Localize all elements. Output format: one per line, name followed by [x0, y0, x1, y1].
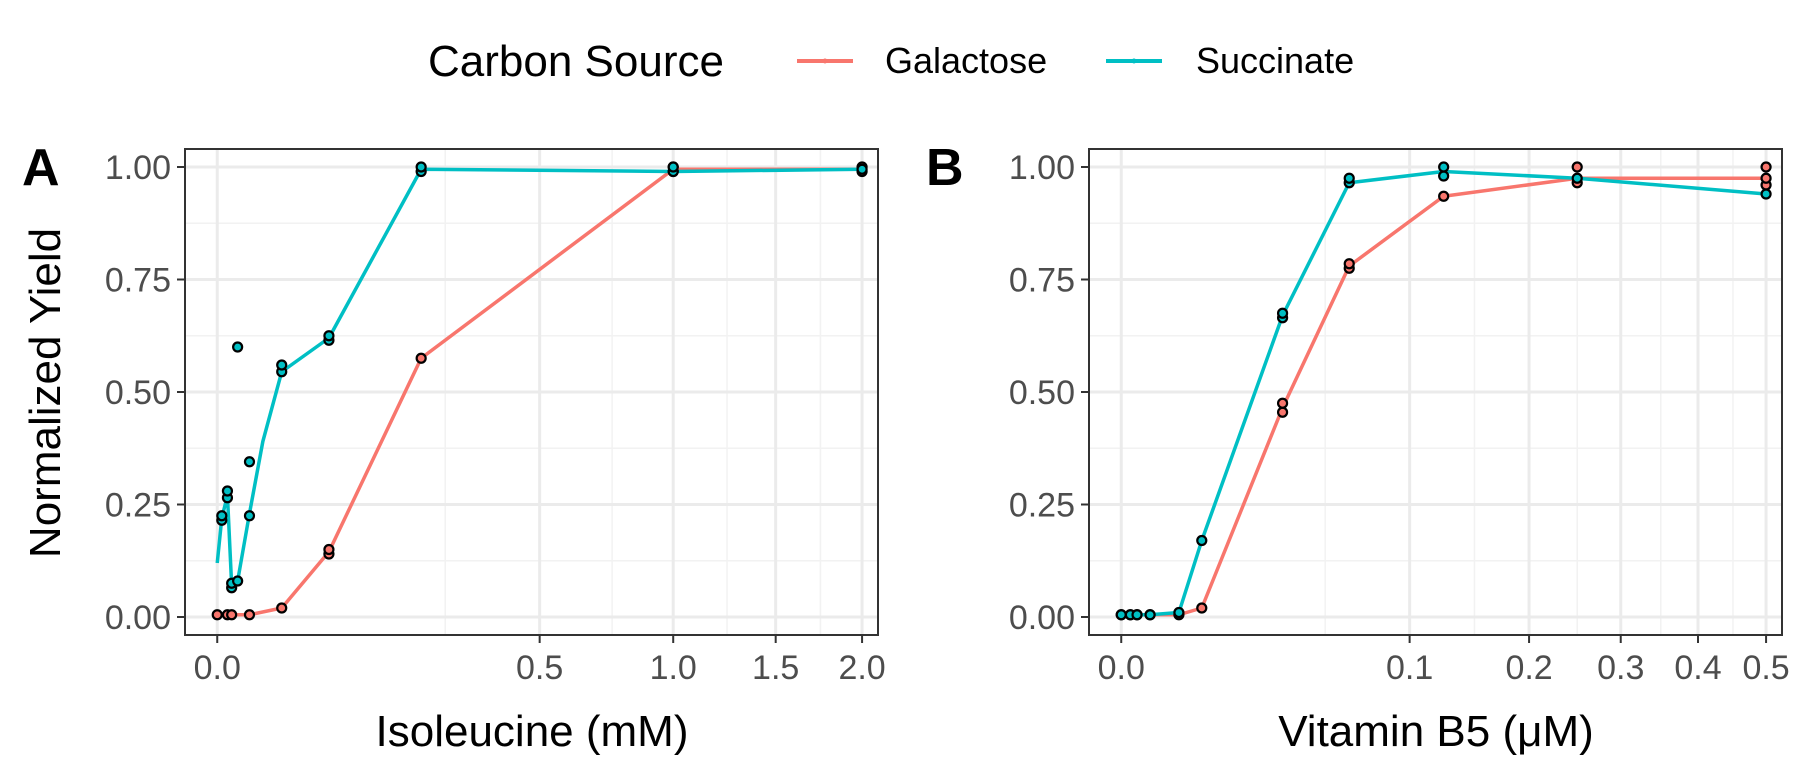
- panel-b-ticks: [1081, 166, 1768, 643]
- series-line-galactose: [1121, 176, 1767, 617]
- x-tick-label: 0.2: [1505, 649, 1552, 687]
- data-point-galactose: [1438, 190, 1450, 202]
- data-point-galactose: [415, 352, 427, 364]
- y-tick-label: 0.00: [1009, 599, 1075, 637]
- y-tick-label: 1.00: [105, 149, 171, 187]
- data-point-succinate: [221, 485, 234, 497]
- data-point-succinate: [216, 510, 228, 522]
- legend-title: Carbon Source: [428, 37, 724, 86]
- data-point-succinate: [323, 330, 335, 342]
- data-point-galactose: [323, 543, 335, 556]
- x-tick-label: 2.0: [838, 649, 885, 687]
- panel-a-grid-major: [185, 149, 878, 635]
- data-point-succinate: [1571, 172, 1583, 184]
- data-point-succinate: [1144, 609, 1156, 621]
- panel-a-ylabel: Normalized Yield: [21, 228, 70, 558]
- data-point-succinate: [1131, 609, 1143, 621]
- x-tick-label: 0.0: [1098, 649, 1145, 687]
- data-point-succinate: [1438, 170, 1450, 182]
- panel-b-xlabel: Vitamin B5 (μM): [1278, 707, 1594, 756]
- legend-key-succinate-dot: [1131, 58, 1137, 64]
- x-tick-label: 1.5: [752, 649, 799, 687]
- legend: Carbon Source Galactose Succinate: [428, 37, 1354, 86]
- x-tick-label: 0.0: [194, 649, 241, 687]
- legend-label-succinate: Succinate: [1196, 40, 1354, 81]
- x-tick-label: 0.5: [516, 649, 563, 687]
- x-tick-label: 0.3: [1597, 649, 1644, 687]
- data-point-galactose: [211, 609, 223, 621]
- panel-b-grid-major: [1089, 149, 1782, 635]
- data-point-succinate: [243, 510, 256, 522]
- data-point-succinate: [232, 341, 244, 353]
- y-tick-label: 0.75: [1009, 262, 1075, 300]
- y-tick-label: 0.25: [105, 487, 171, 525]
- x-tick-label: 0.5: [1742, 649, 1789, 687]
- data-point-succinate: [243, 456, 256, 468]
- panel-a-ticks: [177, 166, 864, 643]
- data-point-galactose: [1196, 602, 1208, 614]
- y-tick-label: 0.50: [1009, 374, 1075, 412]
- data-point-galactose: [243, 609, 256, 621]
- data-point-galactose: [1571, 161, 1583, 173]
- panel-b-letter: B: [926, 139, 964, 197]
- data-point-succinate: [1343, 172, 1355, 184]
- panel-a-xlabel: Isoleucine (mM): [376, 707, 689, 756]
- data-point-succinate: [1173, 606, 1185, 619]
- data-point-galactose: [1276, 406, 1289, 418]
- panel-a: A Normalized Yield Isoleucine (mM) 0.0 0.…: [21, 139, 886, 756]
- y-tick-label: 1.00: [1009, 149, 1075, 187]
- data-point-succinate: [856, 163, 868, 175]
- data-point-succinate: [276, 359, 288, 371]
- x-tick-label: 0.1: [1386, 649, 1433, 687]
- legend-label-galactose: Galactose: [885, 40, 1047, 81]
- y-tick-label: 0.50: [105, 374, 171, 412]
- legend-key-galactose-dot: [822, 58, 828, 64]
- data-point-galactose: [1760, 161, 1772, 173]
- data-point-galactose: [276, 602, 288, 614]
- data-point-succinate: [1196, 534, 1208, 547]
- data-point-succinate: [667, 161, 679, 173]
- y-tick-label: 0.75: [105, 262, 171, 300]
- y-tick-label: 0.00: [105, 599, 171, 637]
- data-point-succinate: [1760, 188, 1772, 200]
- panel-b: B Vitamin B5 (μM) 0.0 0.1 0.2 0.3 0.4 0.5 0.00…: [926, 139, 1790, 756]
- data-point-galactose: [1343, 258, 1355, 270]
- x-tick-label: 0.4: [1674, 649, 1721, 687]
- data-point-succinate: [1115, 609, 1127, 621]
- data-point-succinate: [1276, 307, 1289, 319]
- data-point-galactose: [1760, 172, 1772, 184]
- data-point-succinate: [415, 161, 427, 173]
- panel-b-points: [1115, 161, 1772, 621]
- data-point-galactose: [1276, 397, 1289, 409]
- data-point-succinate: [232, 575, 244, 587]
- panel-a-points: [211, 161, 868, 621]
- data-point-succinate: [1438, 161, 1450, 173]
- panel-a-letter: A: [22, 139, 60, 197]
- x-tick-label: 1.0: [650, 649, 697, 687]
- panel-a-tick-labels: 0.0 0.5 1.0 1.5 2.0 0.00 0.25 0.50 0.75 1.00: [105, 149, 886, 687]
- data-point-galactose: [226, 609, 238, 621]
- panel-b-tick-labels: 0.0 0.1 0.2 0.3 0.4 0.5 0.00 0.25 0.50 0.75 1.00: [1009, 149, 1790, 687]
- y-tick-label: 0.25: [1009, 487, 1075, 525]
